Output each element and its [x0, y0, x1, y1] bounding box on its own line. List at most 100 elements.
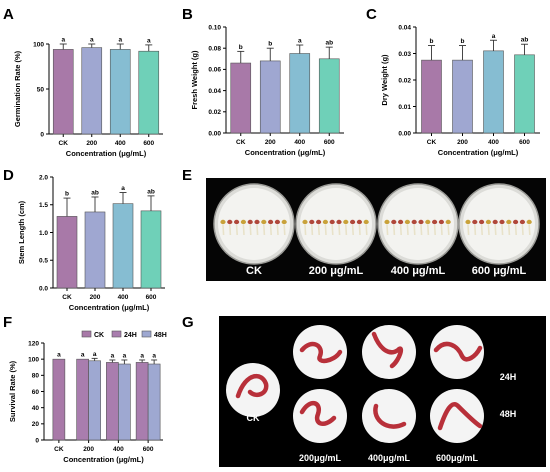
seed: [398, 219, 404, 225]
y-tick-label: 0.06: [208, 67, 221, 74]
significance-label: b: [268, 41, 272, 48]
seed: [465, 219, 471, 225]
y-axis-title: Dry Weight (g): [380, 54, 389, 106]
x-axis-title: Concentration (μg/mL): [66, 149, 147, 158]
bar-200: [84, 211, 106, 289]
seedling-stem: [413, 224, 416, 236]
x-tick-label: 200: [265, 139, 276, 146]
y-tick-label: 0.03: [398, 51, 411, 58]
chart-d: 0.0 0.5 1.0 1.5 2.0 CK 200 400 600 Concentration …: [17, 174, 165, 312]
panel-e: CK 200 μg/mL 400 μg/mL 600 μg/mL: [206, 178, 546, 281]
seed: [513, 219, 519, 225]
y-tick-label: 0.02: [398, 77, 411, 84]
worm-row-label-24h: 24H: [500, 372, 517, 382]
seedling-stem: [276, 224, 279, 236]
y-tick-label: 0.00: [208, 130, 221, 137]
seed: [492, 219, 498, 225]
petri-dish: [458, 183, 540, 265]
seed: [309, 219, 315, 225]
seed: [384, 219, 390, 225]
panel-letter-f: F: [3, 314, 12, 331]
seed: [322, 219, 328, 225]
bar-ck: [230, 62, 252, 134]
seedling-stem: [365, 224, 368, 236]
worm-dish: [362, 325, 416, 379]
seedling-stem: [263, 224, 266, 236]
x-tick-label: 400: [294, 139, 305, 146]
bar-ck: [56, 216, 78, 289]
seed: [472, 219, 478, 225]
seed: [274, 219, 280, 225]
y-tick-label: 120: [28, 340, 39, 347]
significance-label: ab: [325, 40, 333, 47]
worm-dish: [293, 389, 347, 443]
y-tick-label: 100: [33, 41, 44, 48]
dish-inner: [382, 188, 454, 260]
chart-f: 0 20 40 60 80 100 120 CK 200 400 600 Concentration …: [8, 330, 167, 464]
y-tick-label: 0.02: [208, 109, 221, 116]
significance-label: b: [461, 38, 465, 45]
significance-label: ab: [91, 189, 99, 196]
worm-dish: [226, 363, 280, 417]
seed: [254, 219, 260, 225]
x-tick-label: 400: [115, 140, 126, 147]
x-tick-label: 400: [113, 446, 124, 453]
y-tick-label: 20: [32, 421, 40, 428]
x-axis-title: Concentration (μg/mL): [63, 455, 144, 464]
bar-ck: [52, 49, 74, 135]
y-tick-label: 0.0: [39, 285, 48, 292]
petri-dish: [213, 183, 295, 265]
seed: [329, 219, 335, 225]
seedling-stem: [420, 224, 423, 236]
seedling-stem: [283, 224, 286, 236]
bar-200: [259, 60, 281, 134]
significance-label: a: [61, 37, 65, 44]
bar-48h-200: [88, 360, 101, 441]
seedling-stem: [358, 224, 361, 236]
seed: [425, 219, 431, 225]
bar-200: [452, 59, 473, 134]
x-tick-label: CK: [54, 446, 64, 453]
y-tick-label: 0.04: [208, 88, 221, 95]
petri-dish: [377, 183, 459, 265]
y-tick-label: 0.10: [208, 24, 221, 31]
photo-label-600: 600 μg/mL: [472, 265, 527, 277]
photo-label-ck: CK: [246, 265, 262, 277]
seed: [438, 219, 444, 225]
significance-label: a: [140, 352, 144, 359]
legend-swatch-48h: [141, 330, 152, 338]
worm: [299, 401, 337, 427]
bar-24h-200: [76, 358, 89, 441]
seedling-stem: [386, 224, 389, 236]
x-tick-label: 600: [519, 139, 530, 146]
y-tick-label: 1.5: [39, 202, 48, 209]
seedling-stem: [311, 224, 314, 236]
significance-label: a: [152, 352, 156, 359]
seedling-stem: [304, 224, 307, 236]
significance-label: a: [121, 185, 125, 192]
bar-600: [318, 58, 340, 134]
x-axis-title: Concentration (μg/mL): [69, 303, 150, 312]
significance-label: b: [65, 191, 69, 198]
seedling-stem: [467, 224, 470, 236]
legend-label-ck: CK: [94, 332, 104, 339]
worm: [433, 341, 483, 362]
seedling-stem: [474, 224, 477, 236]
significance-label: b: [430, 38, 434, 45]
bar-48h-400: [118, 363, 131, 441]
bar-200: [81, 47, 103, 135]
y-tick-label: 0.08: [208, 46, 221, 53]
y-tick-label: 0: [40, 131, 44, 138]
dish-inner: [218, 188, 290, 260]
worm: [373, 403, 407, 429]
y-tick-label: 0.01: [398, 104, 411, 111]
worm-dish-disc: [293, 389, 347, 443]
legend: CK 24H 48H: [81, 330, 167, 339]
seed: [363, 219, 369, 225]
bar-48h-600: [147, 363, 161, 441]
x-axis-title: Concentration (μg/mL): [245, 148, 326, 157]
seed: [499, 219, 505, 225]
x-tick-label: 200: [90, 294, 101, 301]
seed: [418, 219, 424, 225]
bar-600: [514, 54, 535, 134]
